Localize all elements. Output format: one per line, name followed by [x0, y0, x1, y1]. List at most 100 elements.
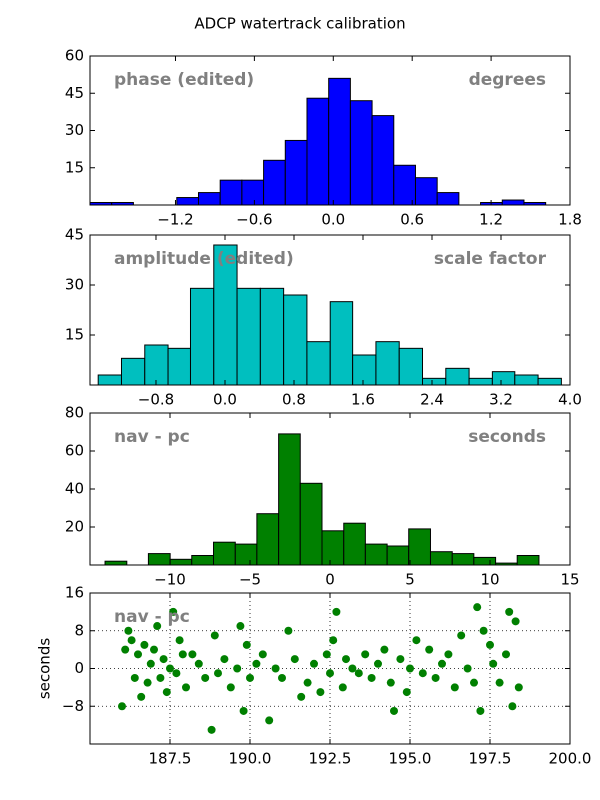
point: [297, 692, 306, 701]
bar: [393, 164, 416, 206]
x-tick-label: 1.2: [479, 211, 503, 229]
bar: [234, 543, 258, 566]
bar: [398, 347, 424, 386]
point: [511, 617, 520, 626]
point: [486, 640, 494, 649]
point: [457, 631, 466, 640]
x-tick-label: 1.6: [351, 391, 375, 409]
point: [489, 659, 498, 668]
x-tick-label: 0.0: [213, 391, 237, 409]
point: [310, 659, 318, 668]
point: [188, 650, 197, 659]
y-tick-label: 20: [65, 518, 84, 536]
point: [473, 603, 482, 612]
y-tick-label: 8: [74, 621, 84, 639]
point: [124, 626, 133, 635]
bar: [306, 97, 330, 206]
point: [450, 683, 459, 692]
point: [118, 702, 126, 711]
bar: [283, 294, 308, 386]
point: [329, 636, 338, 645]
panel-annotation: nav - pc: [114, 607, 190, 627]
bar: [299, 482, 323, 566]
x-tick-label: 197.5: [469, 750, 512, 768]
x-tick-label: 2.4: [420, 391, 444, 409]
bar: [104, 560, 128, 566]
bar: [213, 541, 236, 566]
x-tick-label: −0.6: [236, 211, 272, 229]
point: [396, 655, 405, 664]
bar: [97, 374, 122, 386]
point: [134, 650, 142, 659]
point: [178, 650, 187, 659]
y-tick-label: 16: [65, 584, 84, 602]
bar: [219, 179, 243, 206]
bar: [329, 301, 354, 386]
point: [406, 664, 414, 673]
point: [374, 659, 382, 668]
point: [220, 655, 229, 664]
point: [338, 683, 347, 692]
point: [390, 706, 398, 715]
bar: [241, 179, 265, 206]
point: [175, 636, 184, 645]
point: [130, 673, 139, 682]
bar: [176, 197, 199, 206]
point: [438, 659, 446, 668]
bar: [328, 77, 351, 206]
bar: [422, 377, 447, 386]
point: [361, 650, 370, 659]
bar: [516, 555, 540, 566]
x-tick-label: 10: [480, 571, 499, 589]
y-tick-label: 40: [65, 480, 84, 498]
point: [479, 626, 488, 635]
bar: [306, 341, 331, 386]
point: [156, 673, 165, 682]
point: [348, 664, 357, 673]
y-tick-label: −8: [62, 697, 84, 715]
bar: [191, 555, 215, 566]
y-tick-label: 0: [74, 659, 84, 677]
bar: [408, 528, 431, 566]
point: [514, 683, 523, 692]
bar: [343, 522, 366, 566]
bar: [491, 371, 516, 386]
x-tick-label: 200.0: [549, 750, 592, 768]
y-tick-label: 45: [65, 226, 84, 244]
y-tick-label: 30: [65, 121, 84, 139]
point: [162, 688, 171, 697]
x-tick-label: 1.8: [558, 211, 582, 229]
point: [226, 683, 235, 692]
bar: [167, 347, 191, 386]
point: [172, 669, 181, 678]
bar: [386, 545, 410, 566]
bar: [514, 374, 539, 386]
bar: [429, 551, 453, 566]
point: [271, 664, 280, 673]
bar: [364, 543, 388, 566]
point: [252, 659, 261, 668]
bar: [284, 139, 308, 206]
point: [137, 692, 146, 701]
bar: [468, 377, 493, 386]
point: [476, 706, 485, 715]
x-tick-label: 0.0: [321, 211, 345, 229]
x-tick-label: −5: [239, 571, 261, 589]
bar: [414, 177, 438, 206]
point: [316, 688, 325, 697]
x-tick-label: 3.2: [489, 391, 513, 409]
point: [201, 673, 210, 682]
point: [258, 650, 267, 659]
point: [140, 640, 149, 649]
point: [326, 669, 334, 678]
panel-annotation: seconds: [468, 427, 546, 447]
point: [431, 673, 440, 682]
point: [332, 607, 341, 616]
point: [290, 655, 299, 664]
point: [233, 664, 242, 673]
point: [246, 673, 254, 682]
bar: [278, 433, 301, 566]
x-tick-label: 15: [560, 571, 579, 589]
point: [239, 706, 248, 715]
